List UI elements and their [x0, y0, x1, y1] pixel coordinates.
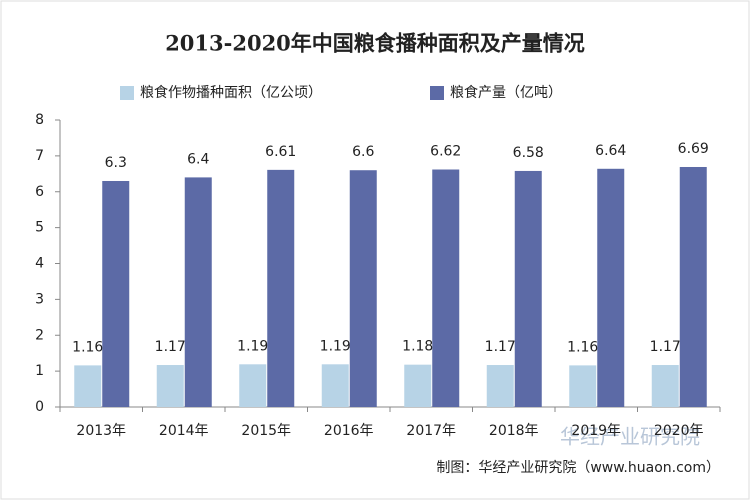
- value-label: 1.16: [72, 339, 103, 355]
- bar: [597, 168, 625, 407]
- y-tick-label: 3: [35, 291, 44, 307]
- source-note: 制图：华经产业研究院（www.huaon.com）: [436, 460, 720, 476]
- value-label: 6.4: [187, 151, 209, 167]
- x-tick-label: 2018年: [489, 423, 539, 439]
- legend-label: 粮食产量（亿吨）: [450, 84, 562, 101]
- legend-label: 粮食作物播种面积（亿公顷）: [140, 84, 322, 101]
- value-label: 1.19: [320, 338, 351, 354]
- bar: [651, 365, 679, 407]
- bar: [239, 364, 267, 407]
- y-tick-label: 6: [35, 184, 44, 200]
- bar: [349, 170, 377, 407]
- legend-swatch: [430, 86, 444, 100]
- bar: [184, 177, 212, 407]
- bar: [432, 169, 460, 407]
- value-label: 6.69: [678, 141, 709, 157]
- x-tick-label: 2017年: [406, 423, 456, 439]
- bar: [74, 365, 102, 407]
- watermark: 华经产业研究院: [560, 425, 700, 449]
- bar: [321, 364, 349, 407]
- legend-swatch: [120, 86, 134, 100]
- value-label: 1.17: [650, 339, 681, 355]
- value-label: 6.3: [105, 155, 127, 171]
- y-tick-label: 7: [35, 148, 44, 164]
- x-tick-label: 2020年: [654, 423, 704, 439]
- bar: [404, 364, 432, 407]
- bar: [267, 169, 295, 407]
- x-tick-label: 2014年: [159, 423, 209, 439]
- bar: [156, 365, 184, 407]
- x-tick-label: 2015年: [241, 423, 291, 439]
- y-tick-label: 2: [35, 327, 44, 343]
- bar: [679, 166, 707, 407]
- x-tick-label: 2013年: [76, 423, 126, 439]
- value-label: 1.18: [402, 339, 433, 355]
- y-tick-label: 5: [35, 220, 44, 236]
- bar: [569, 365, 597, 407]
- value-label: 6.58: [513, 145, 544, 161]
- value-label: 1.19: [237, 338, 268, 354]
- value-label: 6.6: [352, 144, 374, 160]
- value-label: 6.62: [430, 144, 461, 160]
- x-tick-label: 2019年: [571, 423, 621, 439]
- bar: [486, 365, 514, 407]
- value-label: 6.61: [265, 144, 296, 160]
- value-label: 1.16: [567, 339, 598, 355]
- bar: [514, 170, 542, 407]
- y-tick-label: 0: [35, 399, 44, 415]
- bar: [102, 180, 130, 407]
- chart-title: 2013-2020年中国粮食播种面积及产量情况: [165, 31, 585, 56]
- value-label: 6.64: [595, 143, 626, 159]
- y-tick-label: 1: [35, 363, 44, 379]
- x-tick-label: 2016年: [324, 423, 374, 439]
- y-tick-label: 8: [35, 112, 44, 128]
- value-label: 1.17: [155, 339, 186, 355]
- value-label: 1.17: [485, 339, 516, 355]
- y-tick-label: 4: [35, 256, 44, 272]
